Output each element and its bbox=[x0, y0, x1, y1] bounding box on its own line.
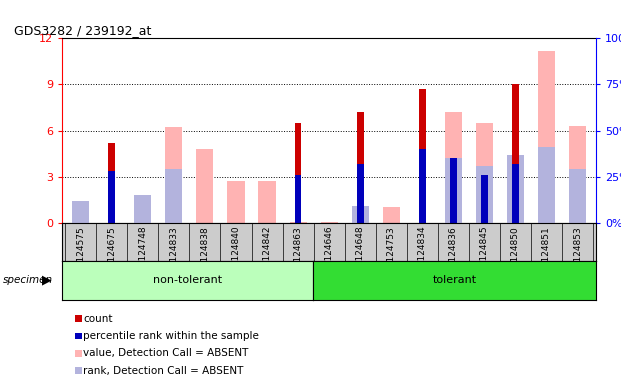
Bar bbox=[445, 112, 462, 223]
Bar bbox=[569, 169, 586, 223]
Bar bbox=[538, 51, 555, 223]
Bar bbox=[569, 126, 586, 223]
Text: GSM124840: GSM124840 bbox=[232, 226, 240, 280]
Bar bbox=[538, 147, 555, 223]
Bar bbox=[356, 112, 363, 223]
Bar bbox=[476, 166, 493, 223]
Text: GSM124838: GSM124838 bbox=[201, 226, 209, 281]
Bar bbox=[289, 222, 307, 223]
Text: GSM124853: GSM124853 bbox=[573, 226, 582, 281]
Text: GSM124851: GSM124851 bbox=[542, 226, 551, 281]
Bar bbox=[294, 175, 301, 223]
Bar bbox=[419, 149, 425, 223]
Bar bbox=[108, 171, 115, 223]
Text: GSM124850: GSM124850 bbox=[511, 226, 520, 281]
Text: GSM124836: GSM124836 bbox=[449, 226, 458, 281]
Text: ▶: ▶ bbox=[42, 274, 52, 287]
Bar bbox=[72, 204, 89, 223]
Bar bbox=[134, 195, 152, 223]
Text: GSM124646: GSM124646 bbox=[325, 226, 333, 280]
Text: count: count bbox=[83, 314, 113, 324]
Bar bbox=[72, 200, 89, 223]
Bar bbox=[481, 175, 487, 223]
Bar bbox=[445, 158, 462, 223]
Text: percentile rank within the sample: percentile rank within the sample bbox=[83, 331, 260, 341]
Text: rank, Detection Call = ABSENT: rank, Detection Call = ABSENT bbox=[83, 366, 244, 376]
Text: GSM124863: GSM124863 bbox=[294, 226, 302, 281]
Text: GSM124753: GSM124753 bbox=[387, 226, 396, 281]
Text: GSM124748: GSM124748 bbox=[138, 226, 147, 280]
Bar bbox=[108, 143, 115, 223]
Bar bbox=[227, 181, 245, 223]
Bar bbox=[165, 127, 183, 223]
Text: GSM124648: GSM124648 bbox=[356, 226, 365, 280]
Bar bbox=[512, 84, 519, 223]
Bar bbox=[351, 206, 369, 223]
Bar bbox=[356, 164, 363, 223]
Text: value, Detection Call = ABSENT: value, Detection Call = ABSENT bbox=[83, 348, 249, 358]
Text: GSM124845: GSM124845 bbox=[480, 226, 489, 280]
Bar bbox=[419, 89, 425, 223]
Text: GSM124842: GSM124842 bbox=[263, 226, 271, 280]
Bar bbox=[476, 123, 493, 223]
Bar bbox=[320, 222, 338, 223]
Text: tolerant: tolerant bbox=[433, 275, 477, 285]
Text: GDS3282 / 239192_at: GDS3282 / 239192_at bbox=[14, 24, 152, 37]
Text: GSM124834: GSM124834 bbox=[418, 226, 427, 280]
Bar bbox=[134, 195, 152, 223]
Text: GSM124675: GSM124675 bbox=[107, 226, 116, 281]
Bar bbox=[165, 169, 183, 223]
Text: specimen: specimen bbox=[3, 275, 53, 285]
Bar bbox=[196, 149, 214, 223]
Bar bbox=[512, 164, 519, 223]
Bar bbox=[258, 181, 276, 223]
Text: non-tolerant: non-tolerant bbox=[153, 275, 222, 285]
Bar bbox=[383, 207, 400, 223]
Text: GSM124575: GSM124575 bbox=[76, 226, 85, 281]
Bar bbox=[294, 123, 301, 223]
Bar bbox=[450, 158, 456, 223]
Text: GSM124833: GSM124833 bbox=[170, 226, 178, 281]
Bar bbox=[507, 154, 524, 223]
